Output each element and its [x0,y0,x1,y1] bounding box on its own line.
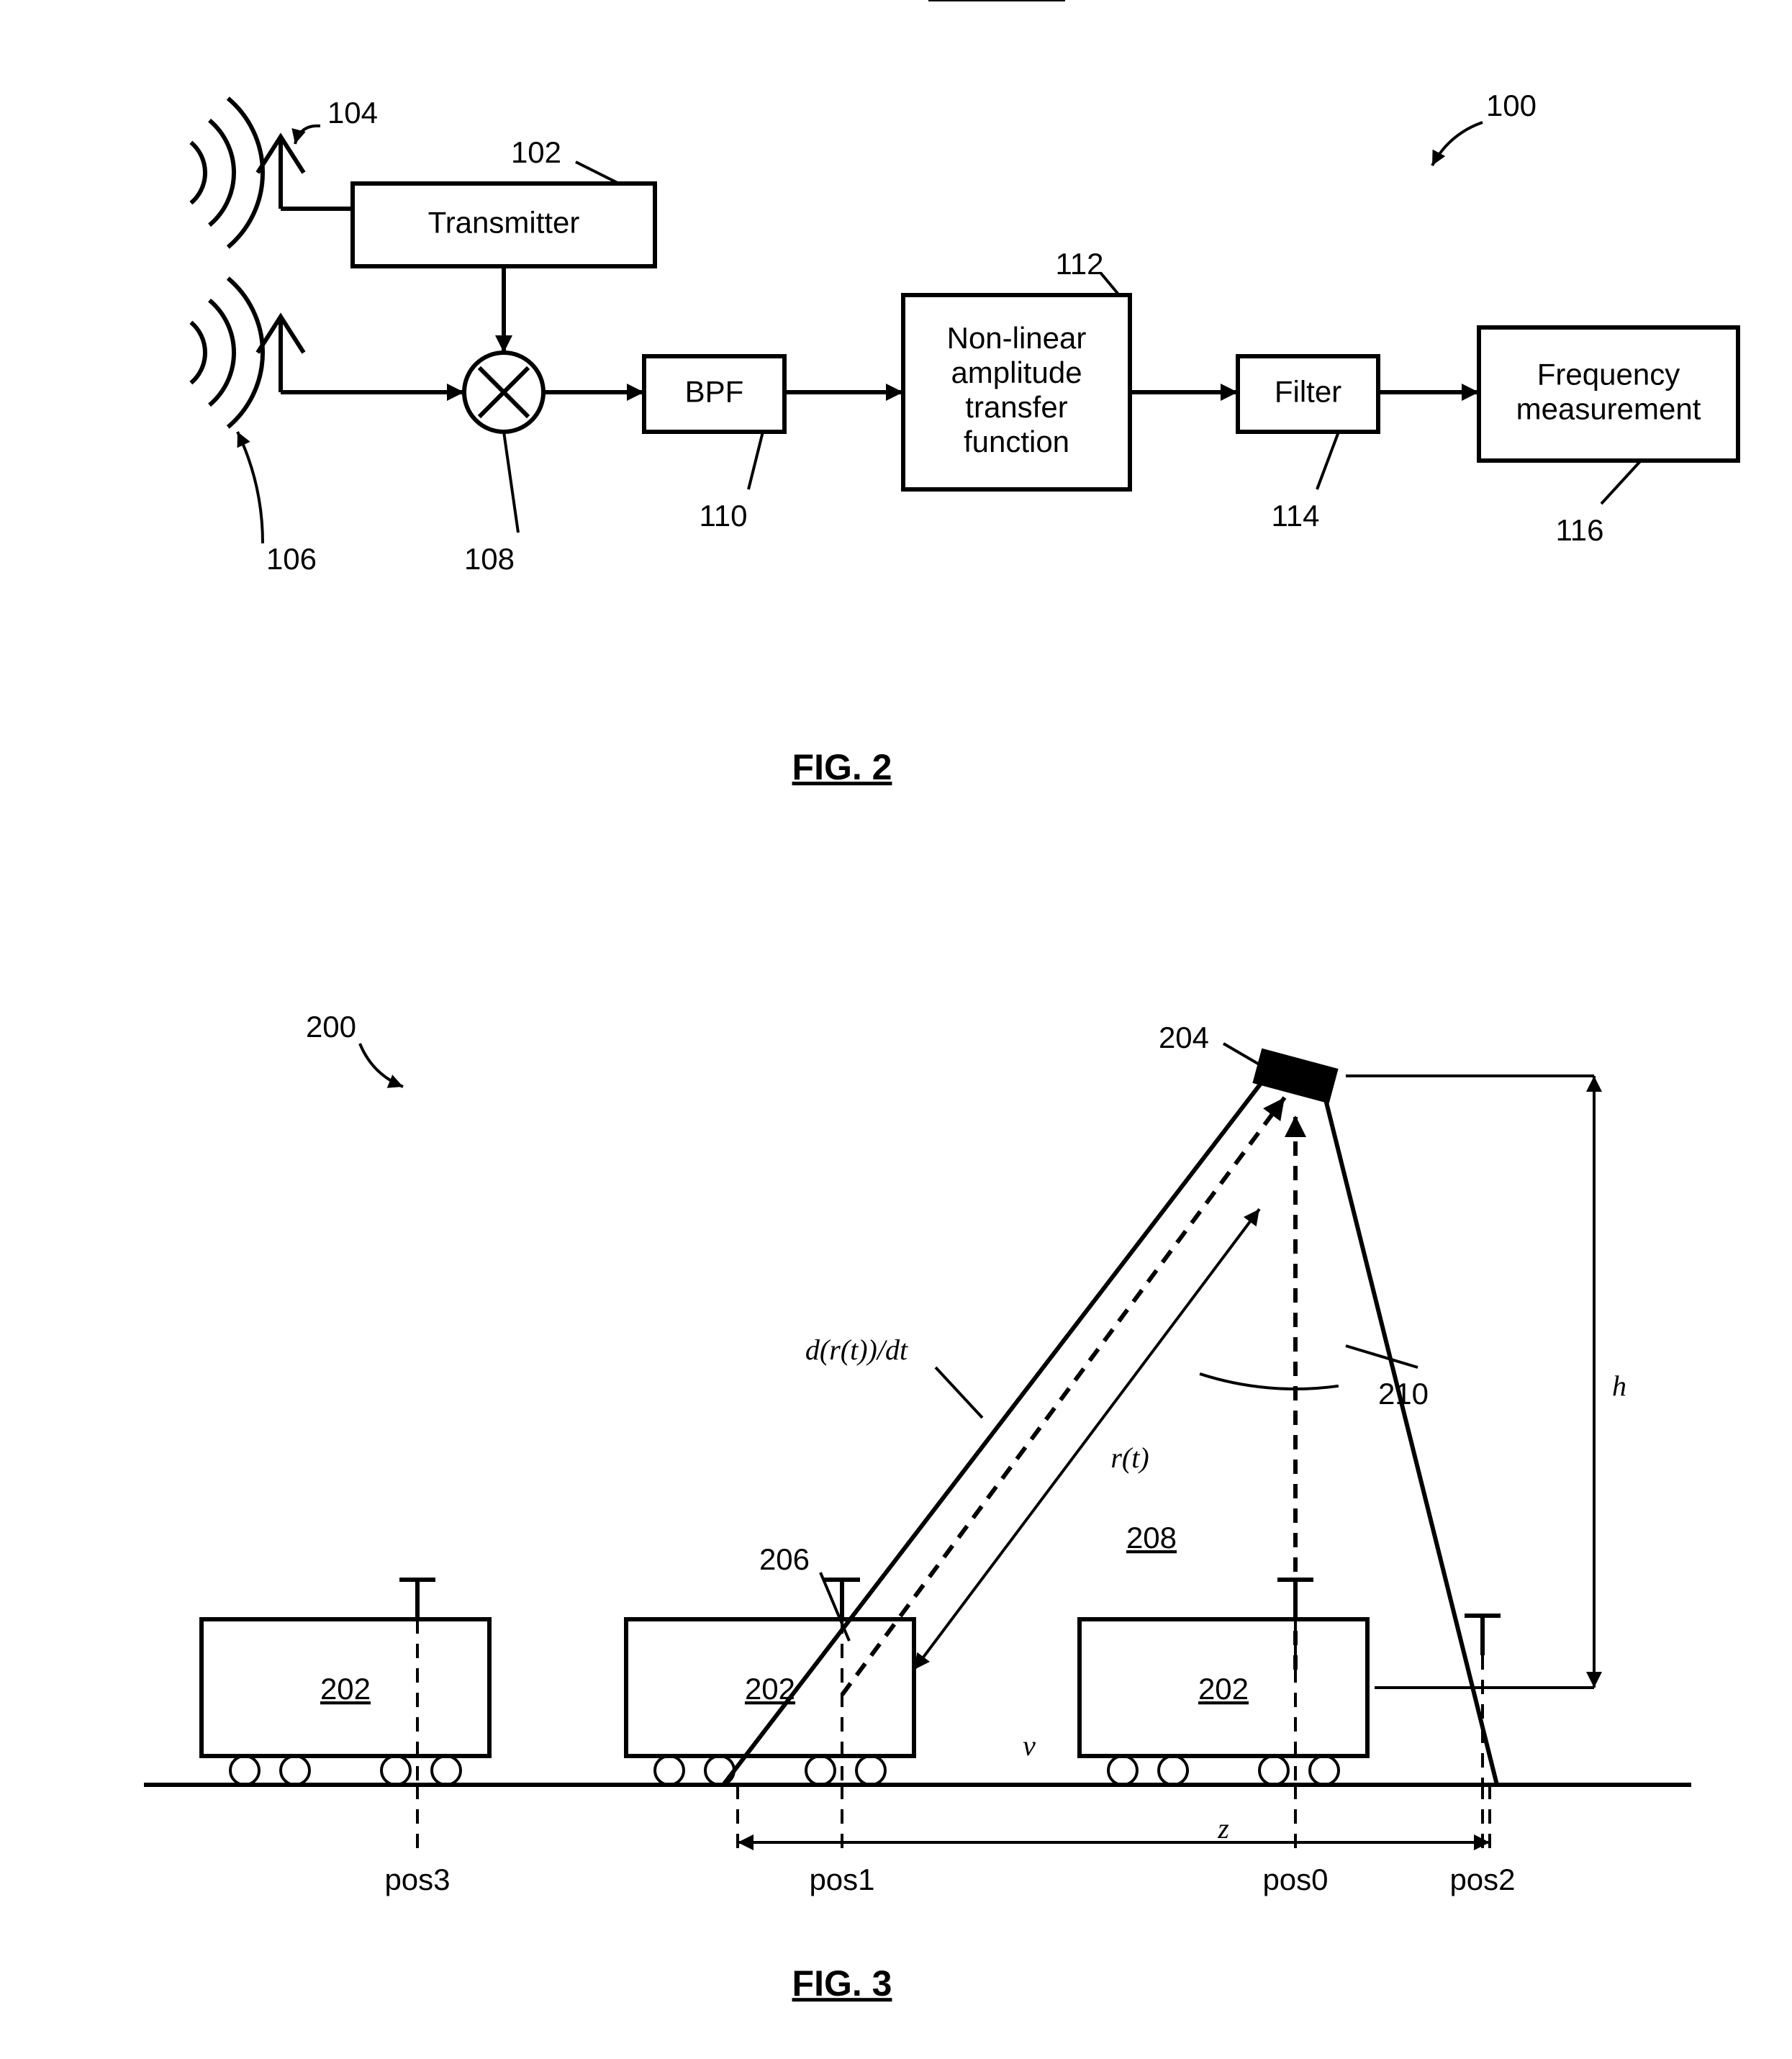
ref-106: 106 [266,542,317,576]
ref-100: 100 [1486,89,1537,122]
nonlinear-label-line-0: Non-linear [947,321,1087,355]
fig2-caption: FIG. 2 [792,747,892,787]
vehicle-label-2: 202 [1198,1672,1249,1706]
nonlinear-label-line-1: amplitude [951,356,1082,389]
ref-204: 204 [1159,1021,1209,1054]
derivative-label: d(r(t))/dt [805,1334,908,1366]
pos-label-pos3: pos3 [384,1863,450,1896]
v-label: v [1023,1729,1036,1762]
pos-label-pos2: pos2 [1449,1863,1515,1896]
bpf-label: BPF [685,375,744,409]
pos-label-pos0: pos0 [1262,1863,1328,1896]
ref-200: 200 [306,1010,356,1044]
rx-wave-icon [191,322,205,383]
pos-label-pos1: pos1 [809,1863,874,1896]
ref-114: 114 [1272,499,1320,533]
ref-206: 206 [759,1542,810,1576]
nonlinear-label-line-2: transfer [965,390,1067,424]
freq-label-line-0: Frequency [1537,358,1680,392]
fig3-caption: FIG. 3 [792,1963,892,2004]
ref-104: 104 [327,96,378,130]
ref-112: 112 [1056,247,1104,281]
nonlinear-label-line-3: function [964,425,1069,458]
r-of-t-label: r(t) [1110,1442,1149,1474]
h-label: h [1612,1370,1626,1402]
ref-108: 108 [464,542,515,576]
ref-110: 110 [700,499,748,533]
z-label: z [1217,1812,1229,1845]
tx-wave-icon [191,142,205,203]
ref-116: 116 [1556,513,1604,547]
tx-wave-icon [209,120,234,225]
ref-208: 208 [1126,1521,1177,1555]
freq-label-line-1: measurement [1516,392,1701,426]
transmitter-label: Transmitter [428,206,580,240]
filter-label: Filter [1275,375,1341,409]
rx-wave-icon [209,300,234,405]
vehicle-label-0: 202 [320,1672,371,1706]
ref-102: 102 [511,135,561,169]
ref-210: 210 [1378,1377,1429,1411]
